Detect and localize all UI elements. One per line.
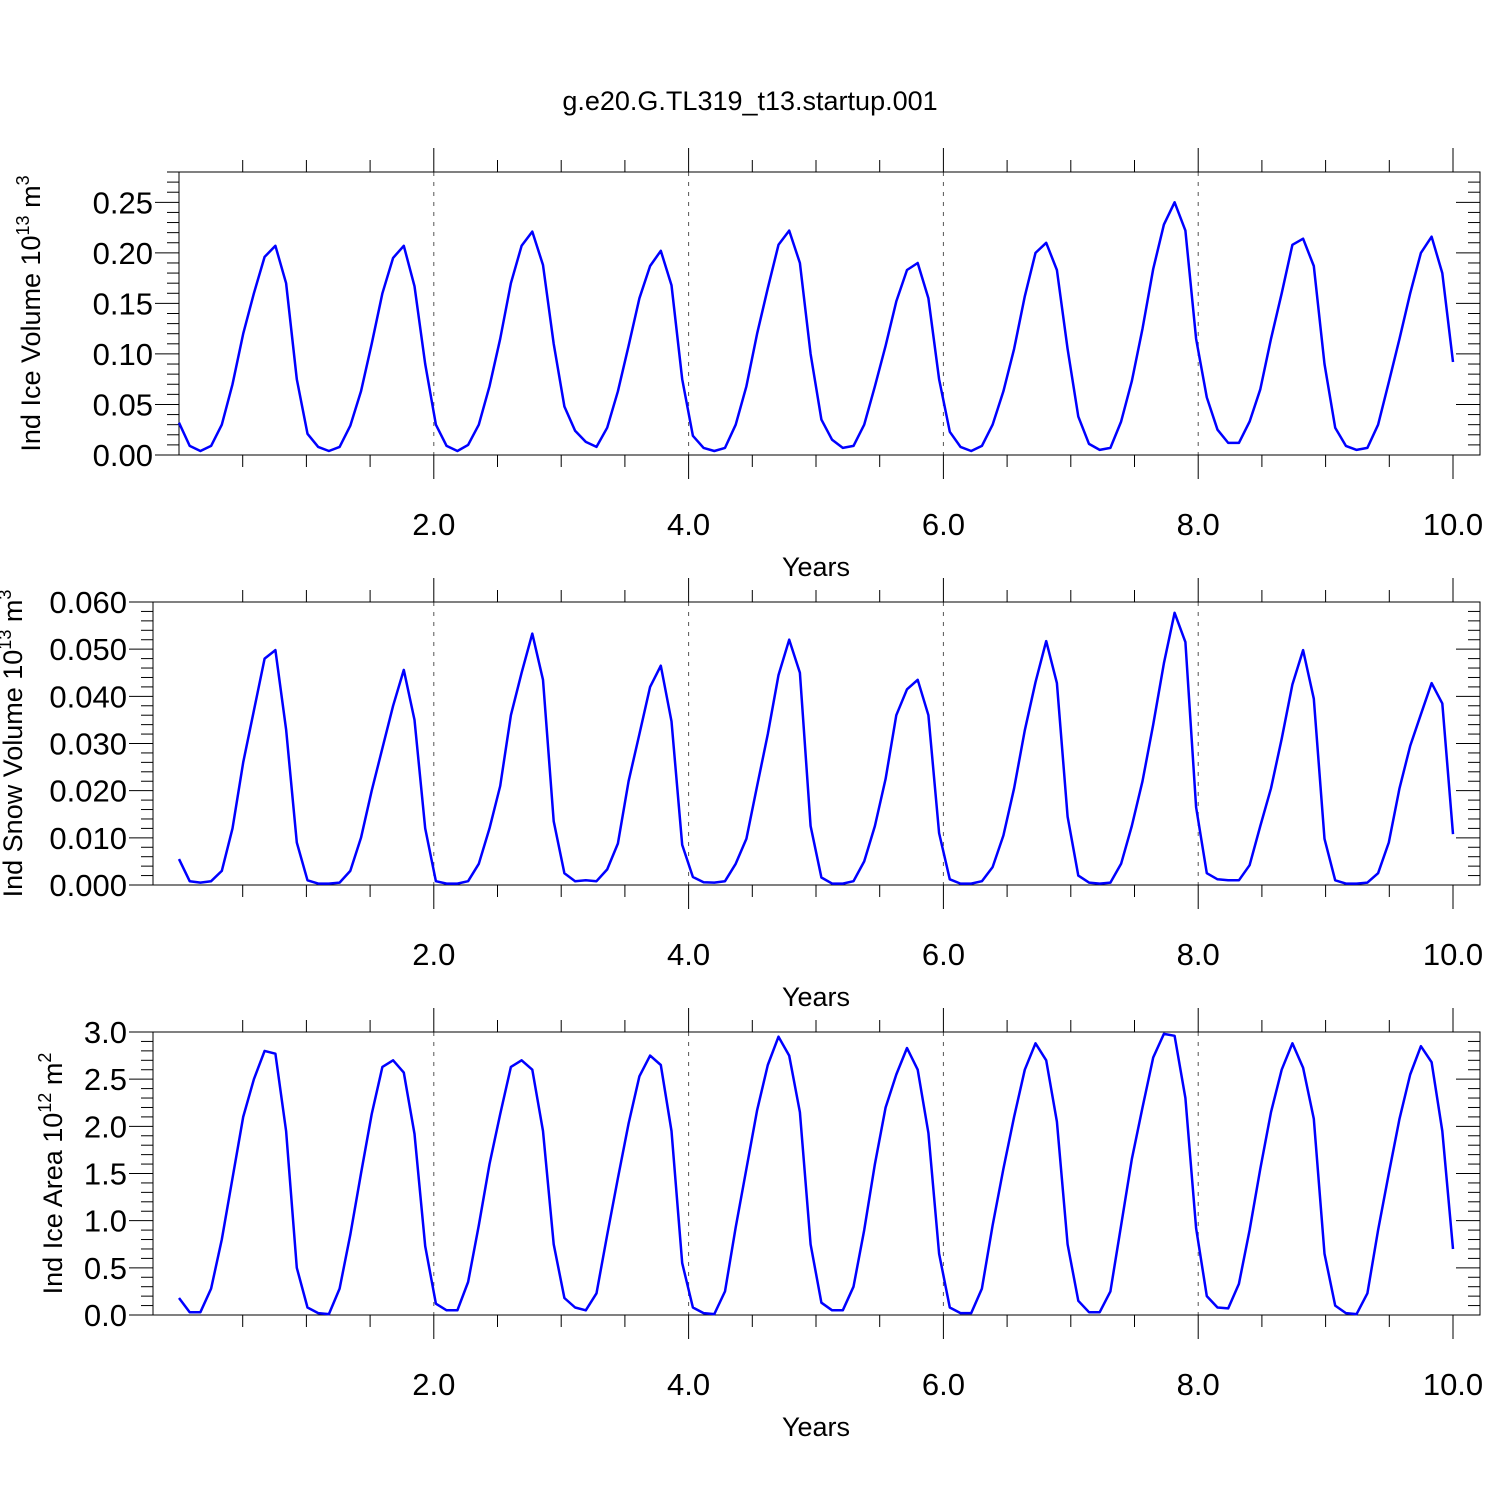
y-tick-label: 0.0 [84,1298,127,1333]
x-tick-label: 8.0 [1177,937,1220,972]
x-tick-label: 6.0 [922,1367,965,1402]
y-tick-label: 0.20 [93,236,153,271]
y-tick-label: 0.030 [49,727,127,762]
series-line-1 [177,611,1455,885]
y-tick-label: 3.0 [84,1015,127,1050]
series-line-1 [178,1032,1455,1316]
chart-panel-3: 0.0 0.5 1.0 1.5 2.0 2.5 3.0 2.0 4.0 6.0 8.0 10.0 Yea… [35,1008,1483,1442]
y-tick-label: 0.10 [93,337,153,372]
x-axis-label: Years [782,1412,850,1442]
y-axis-label: Ind Snow Volume 1013 m3 [0,590,28,898]
y-tick-label: 0.010 [49,821,127,856]
series-line-1 [177,201,1455,453]
y-tick-label: 0.000 [49,868,127,903]
x-tick-label: 4.0 [667,507,710,542]
x-tick-label: 10.0 [1423,507,1483,542]
chart-title: g.e20.G.TL319_t13.startup.001 [562,86,937,116]
x-tick-label: 6.0 [922,507,965,542]
x-axis-label: Years [782,982,850,1012]
x-tick-label: 10.0 [1423,937,1483,972]
y-tick-label: 0.25 [93,185,153,220]
x-tick-label: 10.0 [1423,1367,1483,1402]
y-axis-label: Ind Ice Area 1012 m2 [35,1053,68,1295]
y-tick-label: 0.5 [84,1251,127,1286]
y-axis-label: Ind Ice Volume 1013 m3 [13,175,46,451]
plot-frame [178,171,1481,456]
x-tick-label: 8.0 [1177,1367,1220,1402]
x-tick-label: 4.0 [667,937,710,972]
y-tick-label: 0.05 [93,387,153,422]
y-tick-label: 1.0 [84,1204,127,1239]
y-tick-label: 0.040 [49,679,127,714]
chart-panels: 0.00 0.05 0.10 0.15 0.20 0.25 2.0 4.0 6.0 8.0 10.0… [0,148,1483,1442]
x-tick-label: 2.0 [412,1367,455,1402]
y-tick-label: 0.050 [49,632,127,667]
y-tick-label: 2.5 [84,1062,127,1097]
x-tick-label: 2.0 [412,937,455,972]
x-axis-label: Years [782,552,850,582]
y-tick-label: 1.5 [84,1157,127,1192]
y-tick-label: 0.060 [49,585,127,620]
x-tick-label: 6.0 [922,937,965,972]
y-tick-label: 2.0 [84,1109,127,1144]
y-tick-label: 0.15 [93,286,153,321]
x-tick-label: 8.0 [1177,507,1220,542]
y-tick-label: 0.00 [93,438,153,473]
x-tick-label: 2.0 [412,507,455,542]
chart-panel-1: 0.00 0.05 0.10 0.15 0.20 0.25 2.0 4.0 6.0 8.0 10.0… [13,148,1483,582]
y-tick-label: 0.020 [49,774,127,809]
x-tick-label: 4.0 [667,1367,710,1402]
chart-panel-2: 0.000 0.010 0.020 0.030 0.040 0.050 0.060 2.0 4.… [0,578,1483,1012]
